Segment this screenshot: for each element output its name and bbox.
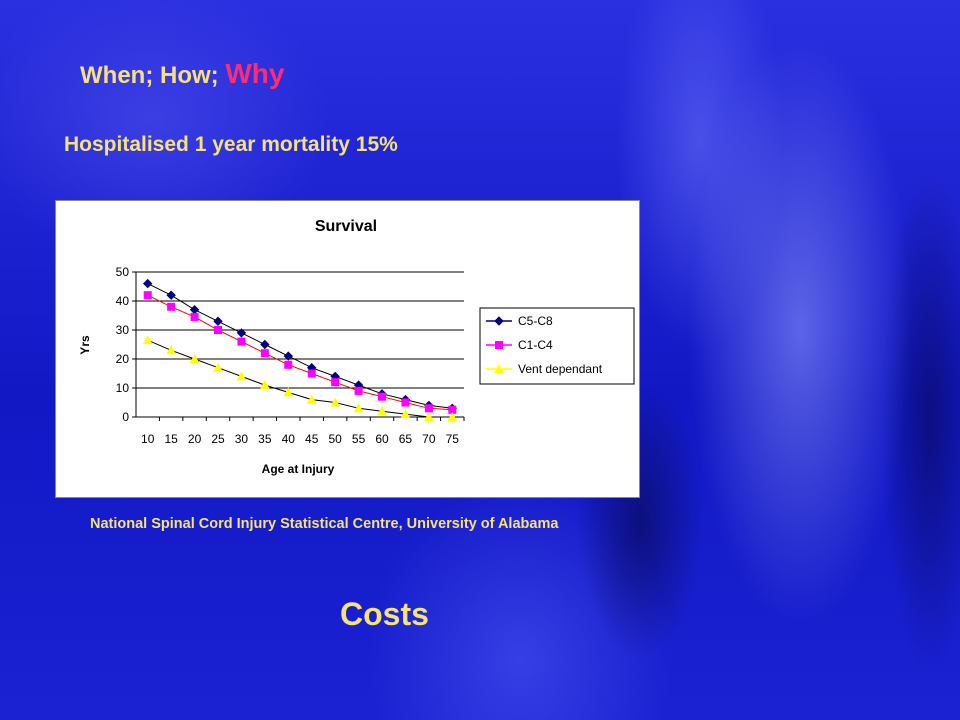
data-point (213, 316, 223, 327)
x-tick-label: 60 (375, 432, 389, 446)
data-point (237, 337, 246, 346)
survival-chart: Survival Yrs Age at Injury 0 10 20 30 40 50 10… (55, 200, 640, 498)
x-tick-label: 15 (164, 432, 178, 446)
legend-label: C5-C8 (518, 314, 553, 328)
slide-title: When; How; Why (80, 58, 284, 90)
data-point (213, 362, 223, 372)
data-point (214, 326, 222, 334)
data-point (283, 387, 294, 397)
data-point (400, 409, 411, 419)
chart-legend: C5-C8 C1-C4 Vent dependant (479, 307, 635, 385)
data-point (424, 404, 433, 413)
data-point (283, 351, 293, 361)
data-point (236, 328, 247, 338)
data-point (353, 403, 364, 413)
x-tick-label: 35 (258, 432, 272, 446)
y-axis-label: Yrs (78, 335, 92, 355)
data-point (377, 406, 387, 416)
chart-title: Survival (315, 218, 377, 235)
title-when-how: When; How; (80, 62, 219, 89)
x-tick-label: 55 (352, 432, 366, 446)
data-point (143, 278, 153, 289)
data-point (401, 398, 410, 407)
data-point (306, 394, 317, 404)
data-point (260, 339, 270, 350)
x-tick-label: 40 (282, 432, 296, 446)
x-tick-label: 45 (305, 432, 319, 446)
data-point (307, 369, 316, 378)
y-tick-label: 10 (116, 381, 130, 395)
y-tick-label: 50 (116, 265, 130, 279)
plot-area: 0 10 20 30 40 50 10 15 20 25 30 35 40 45 50 55 60 65 70 75 (116, 265, 465, 446)
data-point (260, 349, 269, 358)
data-point (260, 380, 270, 390)
x-tick-label: 70 (422, 432, 436, 446)
x-tick-label: 75 (446, 432, 460, 446)
costs-heading: Costs (340, 596, 429, 632)
data-point (378, 392, 386, 401)
x-axis-label: Age at Injury (262, 462, 335, 476)
x-tick-label: 20 (188, 432, 202, 446)
data-point (354, 386, 363, 395)
y-tick-label: 20 (116, 352, 130, 366)
slide-subtitle: Hospitalised 1 year mortality 15% (64, 133, 398, 156)
data-point (189, 353, 200, 363)
legend-label: C1-C4 (518, 338, 553, 352)
data-point (447, 411, 458, 421)
data-point (236, 371, 247, 381)
y-tick-label: 0 (122, 410, 129, 424)
x-tick-label: 25 (211, 432, 225, 446)
data-point (166, 345, 176, 355)
chart-svg: Survival Yrs Age at Injury 0 10 20 30 40 50 10… (78, 218, 635, 476)
x-tick-label: 65 (399, 432, 413, 446)
data-point (330, 397, 340, 407)
x-tick-label: 30 (235, 432, 249, 446)
y-tick-label: 30 (116, 323, 130, 337)
x-tick-label: 10 (141, 432, 155, 446)
legend-swatch-marker (494, 363, 504, 373)
data-point (143, 291, 152, 300)
legend-swatch-marker (494, 316, 504, 326)
series-line (147, 283, 453, 409)
series-line (147, 339, 453, 418)
x-tick-label: 50 (328, 432, 342, 446)
legend-label: Vent dependant (518, 362, 603, 376)
data-point (284, 360, 293, 369)
data-point (142, 335, 153, 345)
source-citation: National Spinal Cord Injury Statistical … (90, 516, 559, 532)
y-tick-label: 40 (116, 294, 130, 308)
title-why: Why (225, 58, 285, 89)
data-point (190, 312, 199, 321)
data-point (424, 411, 434, 421)
legend-swatch-marker (495, 341, 503, 349)
data-point (167, 302, 176, 311)
data-point (331, 378, 340, 387)
data-point (166, 290, 176, 300)
data-point (189, 304, 200, 315)
